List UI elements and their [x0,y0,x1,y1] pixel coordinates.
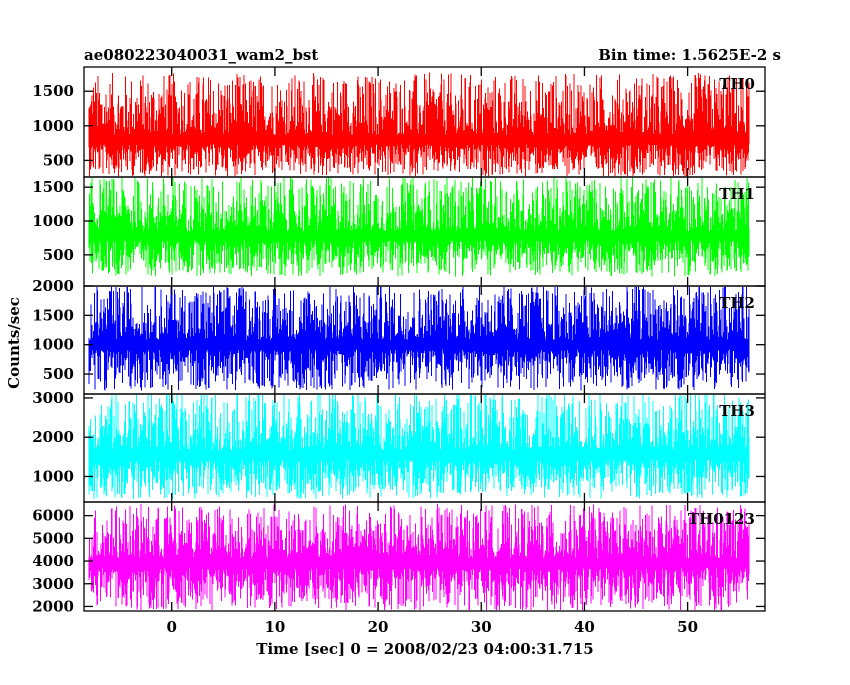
panel-name-label: TH0123 [688,510,755,528]
y-tick-label: 500 [43,151,74,169]
panel-th1: 500 1000 1500 TH1 [32,176,766,287]
y-tick-label: 5000 [32,529,74,547]
panel-th0: 500 1000 1500 TH0 [32,66,766,178]
y-tick-label: 1000 [32,336,74,354]
y-tick-label: 1000 [32,117,74,135]
y-tick-label: 4000 [32,552,74,570]
panel-name-label: TH1 [719,185,755,203]
y-tick-label: 500 [43,365,74,383]
series-th2-trace [88,287,750,391]
y-tick-label: 2000 [32,428,74,446]
panel-th3: 1000 2000 3000 TH3 [32,389,766,503]
y-tick-label: 2000 [32,277,74,295]
series-th3-trace [88,395,750,499]
series-th1-trace [88,178,750,277]
panel-name-label: TH0 [719,75,755,93]
y-tick-label: 1000 [32,212,74,230]
x-axis: 0 10 20 30 40 50 [166,618,698,636]
y-tick-label: 500 [43,246,74,264]
y-tick-label: 1500 [32,306,74,324]
panel-th0123: 2000 3000 4000 5000 6000 TH0123 [32,501,766,615]
x-tick-label: 10 [264,618,285,636]
series-th0-trace [88,72,750,176]
x-tick-label: 0 [166,618,176,636]
x-tick-label: 20 [368,618,389,636]
x-tick-label: 50 [677,618,698,636]
y-tick-label: 3000 [32,575,74,593]
x-tick-label: 40 [574,618,595,636]
y-tick-label: 1500 [32,82,74,100]
series-th0123-trace [88,504,750,610]
y-tick-label: 1000 [32,467,74,485]
x-axis-label: Time [sec] 0 = 2008/02/23 04:00:31.715 [256,640,593,658]
panel-name-label: TH2 [719,294,755,312]
bin-time-label: Bin time: 1.5625E-2 s [598,46,781,64]
y-tick-label: 2000 [32,597,74,615]
y-tick-label: 1500 [32,178,74,196]
panel-th2: 500 1000 1500 2000 TH2 [32,277,766,395]
y-axis-label: Counts/sec [5,297,23,389]
y-tick-label: 3000 [32,389,74,407]
x-tick-label: 30 [471,618,492,636]
panels-group: 500 1000 1500 TH0 500 1000 1500 TH1 500 1000 1500 2… [32,66,766,615]
panel-name-label: TH3 [719,402,755,420]
chart-title: ae080223040031_wam2_bst [84,46,318,64]
y-tick-label: 6000 [32,507,74,525]
panel-frame [83,501,766,612]
